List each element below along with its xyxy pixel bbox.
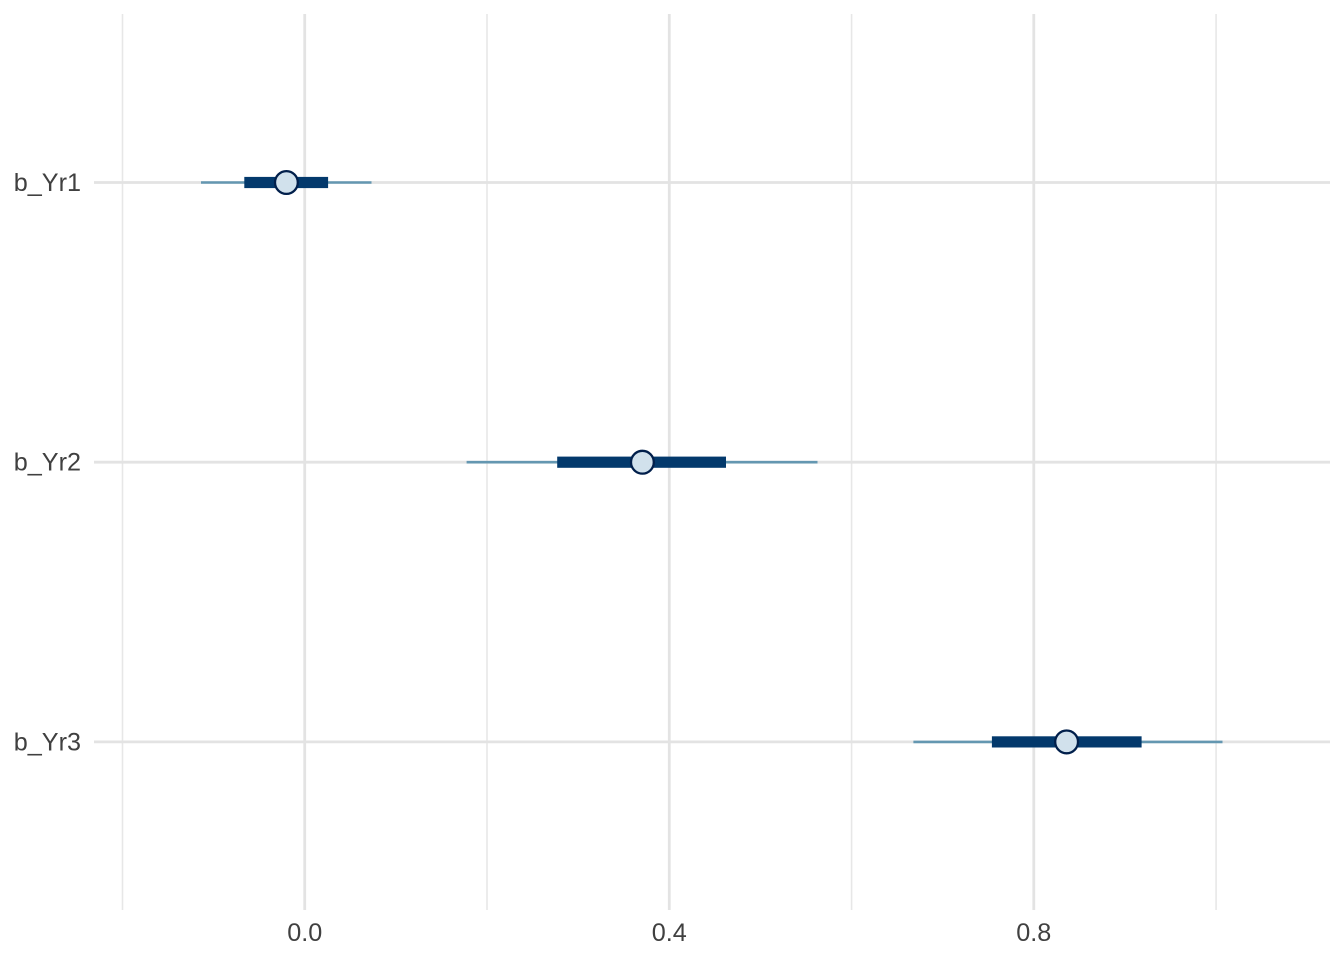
svg-text:0.4: 0.4 <box>652 919 687 947</box>
svg-text:0.8: 0.8 <box>1016 919 1051 947</box>
svg-text:0.0: 0.0 <box>287 919 322 947</box>
svg-text:b_Yr1: b_Yr1 <box>14 169 81 197</box>
svg-text:b_Yr3: b_Yr3 <box>14 728 81 756</box>
svg-text:b_Yr2: b_Yr2 <box>14 449 81 477</box>
